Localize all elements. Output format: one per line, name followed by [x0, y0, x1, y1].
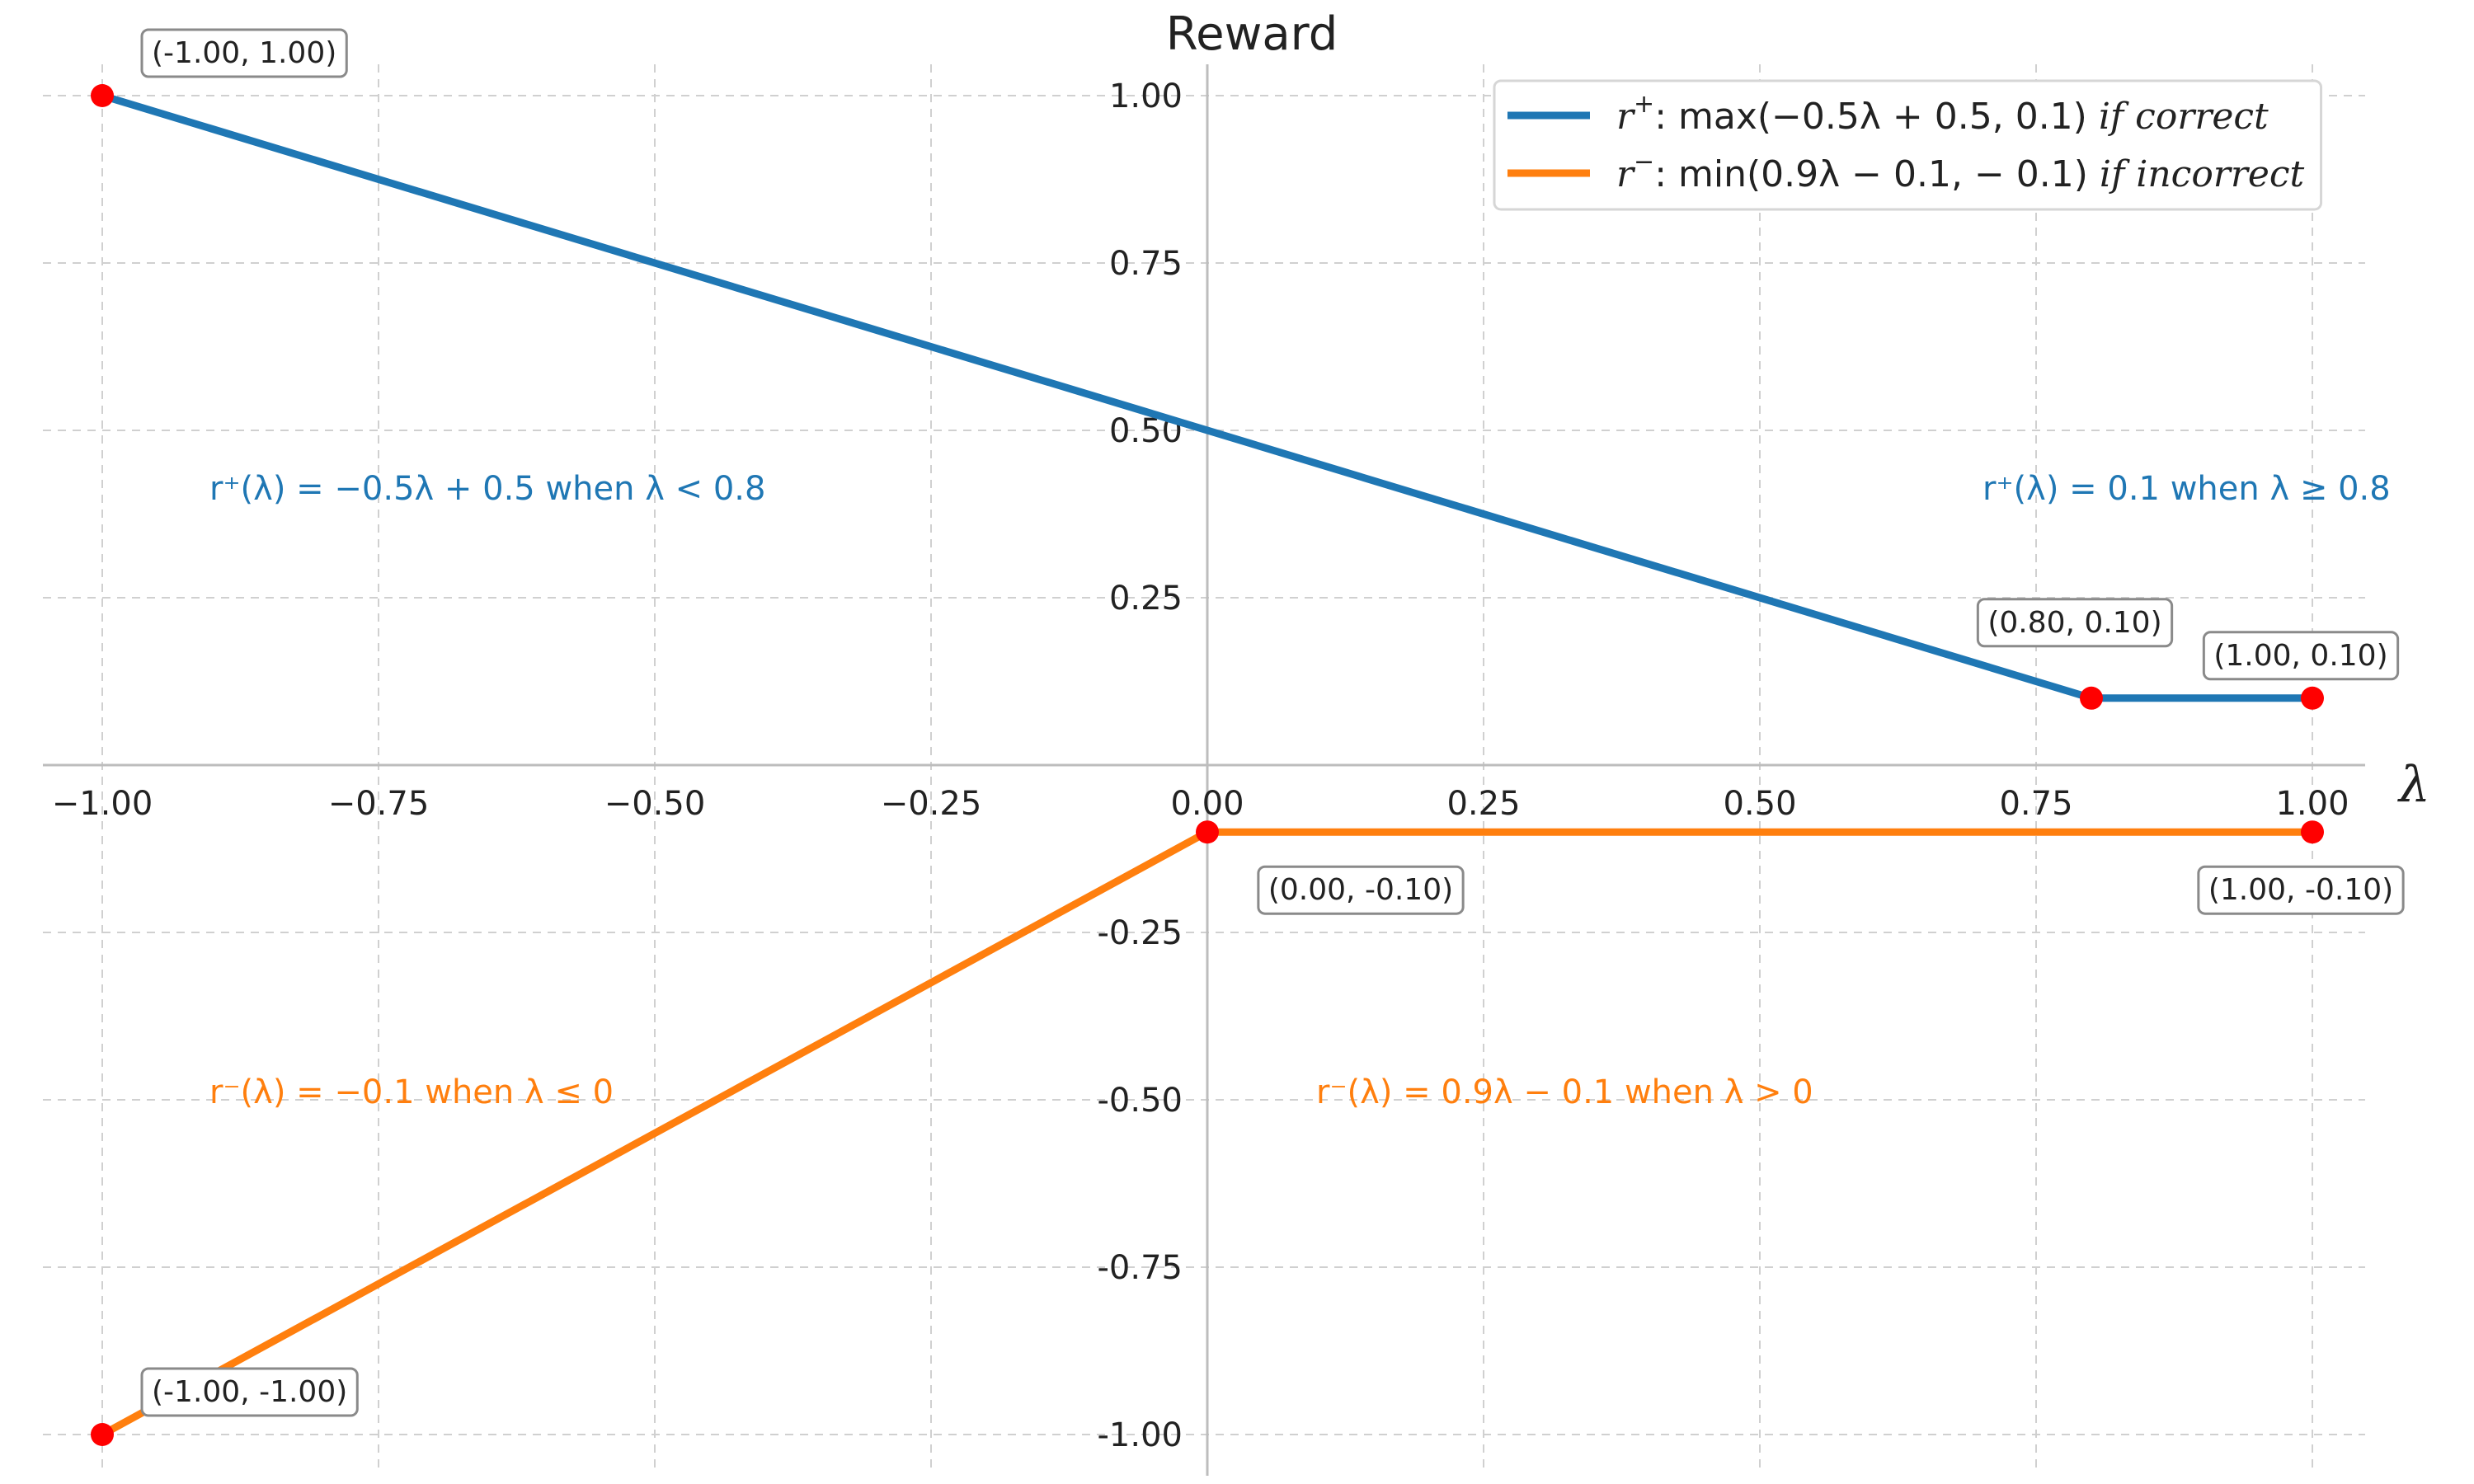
x-axis-label: λ [2397, 756, 2430, 814]
point-label-box [140, 1367, 359, 1417]
legend-condition: if incorrect [2100, 153, 2305, 195]
point-label-box [1976, 598, 2174, 648]
data-point [91, 84, 114, 107]
annotation-negative: r⁻(λ) = −0.1 when λ ≤ 0 [209, 1073, 614, 1111]
legend-symbol: r [1616, 153, 1636, 195]
y-tick-label: 1.00 [1109, 77, 1183, 115]
x-tick-label: 0.00 [1170, 785, 1244, 823]
x-tick-label: 0.50 [1723, 785, 1796, 823]
y-tick-label: -0.50 [1098, 1082, 1183, 1120]
annotation-positive: r⁺(λ) = −0.5λ + 0.5 when λ < 0.8 [209, 470, 765, 508]
x-tick-label: 0.25 [1446, 785, 1520, 823]
point-label: (1.00, 0.10) [2202, 631, 2400, 681]
legend-superscript: − [1634, 148, 1654, 176]
legend-entry-positive: r+: max(−0.5λ + 0.5, 0.1) if correct [1616, 90, 2269, 138]
data-point [1196, 820, 1219, 844]
point-label-box [1257, 865, 1465, 915]
x-tick-label: 1.00 [2275, 785, 2349, 823]
point-label-text: (1.00, 0.10) [2213, 639, 2387, 673]
y-tick-label: 0.25 [1109, 580, 1183, 618]
point-label-box [140, 28, 348, 78]
annotations: r⁺(λ) = −0.5λ + 0.5 when λ < 0.8 r⁺(λ) = … [209, 470, 2391, 1111]
point-label-text: (-1.00, -1.00) [152, 1375, 347, 1409]
legend-condition: if correct [2099, 96, 2269, 138]
annotation-positive: r⁺(λ) = 0.1 when λ ≥ 0.8 [1982, 470, 2391, 508]
point-label-text: (0.80, 0.10) [1987, 606, 2161, 640]
point-label: (0.00, -0.10) [1257, 865, 1465, 915]
data-point [2301, 686, 2324, 710]
point-label: (-1.00, 1.00) [140, 28, 348, 78]
y-tick-label: -1.00 [1098, 1416, 1183, 1454]
legend: r+: max(−0.5λ + 0.5, 0.1) if correctr−: … [1493, 79, 2323, 211]
x-tick-label: 0.75 [1999, 785, 2072, 823]
x-tick-label: −1.00 [52, 785, 153, 823]
legend-formula: : min(0.9λ − 0.1, − 0.1) [1654, 153, 2100, 195]
point-labels: (-1.00, 1.00) (0.80, 0.10) (1.00, 0.10) (0.… [140, 28, 2405, 1417]
legend-symbol: r [1616, 96, 1636, 138]
point-label-text: (0.00, -0.10) [1268, 873, 1453, 907]
data-point [91, 1423, 114, 1446]
chart-title: Reward [1166, 7, 1338, 61]
data-point [2301, 820, 2324, 844]
point-label-text: (-1.00, 1.00) [152, 36, 336, 70]
legend-formula: : max(−0.5λ + 0.5, 0.1) [1654, 96, 2099, 138]
annotation-negative: r⁻(λ) = 0.9λ − 0.1 when λ > 0 [1316, 1073, 1813, 1111]
point-label-box [2202, 631, 2400, 681]
x-tick-label: −0.75 [328, 785, 430, 823]
point-label: (1.00, -0.10) [2197, 865, 2405, 915]
point-label-box [2197, 865, 2405, 915]
point-label: (0.80, 0.10) [1976, 598, 2174, 648]
data-point [2080, 686, 2103, 710]
legend-box [1493, 79, 2323, 211]
point-label-text: (1.00, -0.10) [2208, 873, 2393, 907]
y-tick-label: -0.25 [1098, 914, 1183, 952]
y-tick-label: 0.75 [1109, 245, 1183, 283]
legend-entry-negative: r−: min(0.9λ − 0.1, − 0.1) if incorrect [1616, 148, 2305, 195]
tick-labels: −1.00 −0.75 −0.50 −0.25 0.00 0.25 0.50 0.75 1.00… [52, 77, 2349, 1454]
y-tick-label: -0.75 [1098, 1249, 1183, 1287]
x-tick-label: −0.50 [604, 785, 706, 823]
data-points [91, 84, 2324, 1446]
legend-superscript: + [1634, 90, 1654, 119]
x-tick-label: −0.25 [881, 785, 982, 823]
axes [43, 64, 2365, 1476]
point-label: (-1.00, -1.00) [140, 1367, 359, 1417]
